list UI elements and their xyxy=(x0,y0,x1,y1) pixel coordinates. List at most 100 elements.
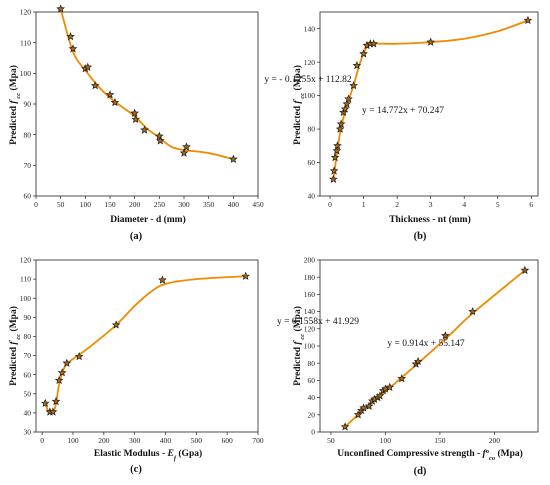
data-points xyxy=(40,271,250,416)
data-point-star xyxy=(352,61,362,70)
y-tick-label: 100 xyxy=(304,91,316,100)
trend-curve xyxy=(59,8,234,161)
data-point-star xyxy=(330,153,340,162)
panel-label: (c) xyxy=(130,464,142,475)
x-tick-label: 200 xyxy=(489,436,501,445)
data-point-star xyxy=(329,174,338,183)
x-tick-label: 50 xyxy=(327,436,335,445)
y-tick-label: 140 xyxy=(304,24,316,33)
y-axis-ticks: 40 60 80 100 120 140 xyxy=(304,24,320,201)
x-tick-label: 0 xyxy=(328,200,332,209)
data-point-star xyxy=(413,356,423,366)
y-tick-label: 100 xyxy=(304,342,316,351)
data-point-star xyxy=(229,154,238,163)
data-point-star xyxy=(57,368,67,377)
data-points xyxy=(56,4,238,163)
data-point-star xyxy=(385,382,395,391)
x-tick-label: 3 xyxy=(429,200,433,209)
x-tick-label: 250 xyxy=(154,200,166,209)
y-tick-label: 80 xyxy=(24,130,32,139)
data-point-star xyxy=(62,358,72,367)
data-point-star xyxy=(48,407,58,416)
y-tick-label: 90 xyxy=(24,313,32,322)
y-tick-label: 200 xyxy=(304,256,316,265)
x-tick-label: 1 xyxy=(362,200,366,209)
data-point-star xyxy=(369,39,378,48)
x-tick-label: 5 xyxy=(496,200,500,209)
y-tick-label: 60 xyxy=(24,370,32,379)
x-axis-label: Elastic Modulus - Ef (Gpa) xyxy=(94,448,202,462)
y-tick-label: 40 xyxy=(24,408,32,417)
x-tick-label: 300 xyxy=(178,200,190,209)
data-point-star xyxy=(105,90,115,99)
data-point-star xyxy=(155,131,164,140)
y-tick-label: 100 xyxy=(20,294,32,303)
x-tick-label: 150 xyxy=(434,436,446,445)
y-tick-label: 70 xyxy=(24,161,32,170)
data-point-star xyxy=(110,97,120,107)
data-point-star xyxy=(333,141,342,150)
y-axis-label: Predicted f'cc (Mpa) xyxy=(292,306,306,386)
y-tick-label: 120 xyxy=(20,256,32,265)
y-axis-ticks: 30 40 50 60 70 80 90 100 110 120 xyxy=(20,256,36,437)
y-tick-label: 120 xyxy=(304,58,316,67)
data-point-star xyxy=(241,271,250,280)
y-tick-label: 120 xyxy=(304,324,316,333)
x-tick-label: 100 xyxy=(380,436,392,445)
data-point-star xyxy=(441,331,450,340)
data-points xyxy=(340,265,530,431)
data-point-star xyxy=(468,307,477,316)
regression-equation: y = - 0.1255x + 112.82 xyxy=(264,75,351,85)
data-point-star xyxy=(397,374,407,383)
data-point-star xyxy=(51,396,61,406)
x-tick-label: 400 xyxy=(160,436,172,445)
data-point-star xyxy=(375,391,385,400)
y-tick-label: 90 xyxy=(24,100,32,109)
y-tick-label: 140 xyxy=(304,307,316,316)
y-axis-label: Predicted f'cc (Mpa) xyxy=(292,65,306,145)
x-tick-label: 200 xyxy=(129,200,141,209)
chart-panel-b: 0 1 2 3 4 5 6 40 60 80 100 120 140 y = 14.772x + 70.2… xyxy=(292,11,539,242)
data-points xyxy=(329,15,533,183)
data-point-star xyxy=(156,136,165,145)
data-point-star xyxy=(140,125,149,134)
data-point-star xyxy=(66,32,75,41)
x-axis-label: Thickness - nt (mm) xyxy=(389,214,471,225)
data-point-star xyxy=(329,166,339,175)
data-point-star xyxy=(40,398,50,408)
plot-frame xyxy=(319,11,539,197)
data-point-star xyxy=(90,81,100,90)
y-tick-label: 30 xyxy=(24,428,32,437)
data-point-star xyxy=(342,99,352,108)
x-tick-label: 2 xyxy=(395,200,399,209)
x-tick-label: 6 xyxy=(529,200,533,209)
data-point-star xyxy=(353,410,363,419)
x-tick-label: 4 xyxy=(462,200,466,209)
data-point-star xyxy=(56,4,65,13)
x-tick-label: 200 xyxy=(98,436,110,445)
chart-panel-c: 0 100 200 300 400 500 600 700304050607080901001… xyxy=(8,256,360,475)
x-tick-label: 50 xyxy=(57,200,65,209)
y-axis-label: Predicted f'cc (Mpa) xyxy=(8,65,22,145)
y-axis-ticks: 60 70 80 90 100 110 120 xyxy=(20,8,36,201)
y-tick-label: 120 xyxy=(20,8,32,17)
y-tick-label: 40 xyxy=(308,393,316,402)
plot-frame xyxy=(35,259,259,433)
x-tick-label: 100 xyxy=(67,436,79,445)
y-axis-label: Predicted f'cc (Mpa) xyxy=(8,306,22,386)
x-axis-label: Diameter - d (mm) xyxy=(110,214,186,225)
x-tick-label: 150 xyxy=(104,200,116,209)
y-axis-ticks: 0 20 40 60 80 100 120 140 160 180 200 xyxy=(304,256,320,437)
panel-label: (b) xyxy=(414,231,427,242)
x-axis-ticks: 0 50 100 150 200 250 300 350 400 450 xyxy=(34,196,264,209)
data-point-star xyxy=(359,49,368,58)
y-tick-label: 80 xyxy=(24,332,32,341)
y-tick-label: 110 xyxy=(20,38,31,47)
data-point-star xyxy=(335,124,345,133)
data-point-star xyxy=(364,401,374,410)
y-tick-label: 160 xyxy=(304,290,316,299)
panel-label: (a) xyxy=(130,231,143,242)
x-tick-label: 500 xyxy=(191,436,203,445)
data-point-star xyxy=(340,104,350,113)
